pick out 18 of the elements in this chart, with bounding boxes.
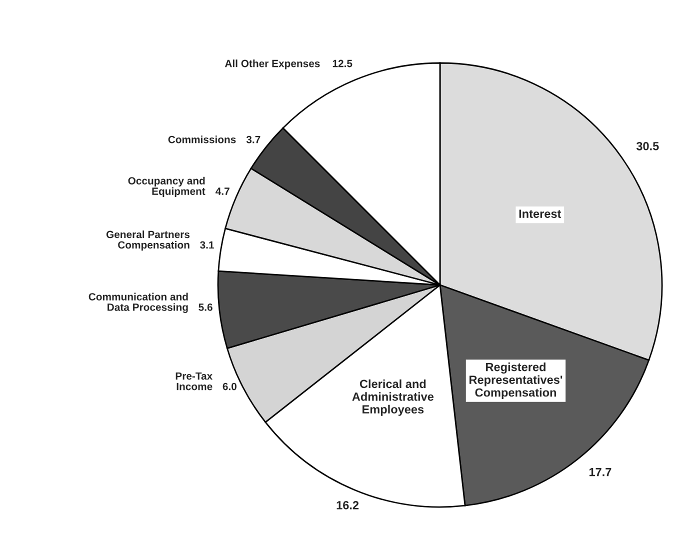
slice-label: Registered Representatives' Compensation	[470, 362, 562, 400]
data-label: 16.2	[336, 501, 359, 510]
slice-label: Commissions	[168, 136, 236, 144]
data-label: 5.6	[198, 304, 212, 311]
data-label: 17.7	[589, 468, 612, 476]
data-label: 4.7	[216, 188, 230, 195]
data-label: 12.5	[332, 60, 352, 68]
data-label: 30.5	[636, 142, 659, 150]
data-label: 3.7	[246, 136, 260, 144]
slice-label: Interest	[519, 210, 562, 218]
slice-label: General Partners Compensation	[106, 230, 190, 251]
data-label: 6.0	[222, 382, 236, 390]
slice-label: Occupancy and Equipment	[128, 176, 206, 198]
slice-label: Communication and Data Processing	[88, 292, 188, 314]
slice-label: Pre-Tax Income	[176, 372, 213, 390]
slice-label: All Other Expenses	[224, 60, 320, 70]
slice-label: Clerical and Administrative Employees	[352, 379, 434, 416]
data-label: 3.1	[200, 241, 214, 249]
